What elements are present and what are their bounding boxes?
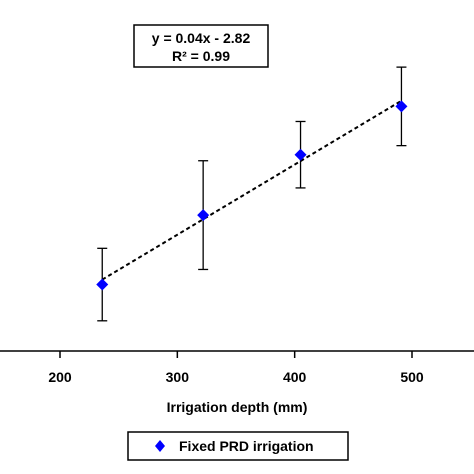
equation-box-frame xyxy=(133,24,269,68)
data-point xyxy=(395,100,408,113)
x-axis-title: Irrigation depth (mm) xyxy=(167,399,308,415)
x-tick-label: 400 xyxy=(283,369,307,385)
marks xyxy=(96,66,408,322)
trendline xyxy=(101,99,402,281)
data-point xyxy=(96,278,109,291)
x-tick-label: 500 xyxy=(400,369,424,385)
x-tick-label: 300 xyxy=(166,369,190,385)
legend-label: Fixed PRD irrigation xyxy=(179,438,314,454)
legend: Fixed PRD irrigation xyxy=(127,431,349,461)
trendline-equation: y = 0.04x - 2.82 xyxy=(152,30,251,46)
equation-box: y = 0.04x - 2.82 R² = 0.99 xyxy=(133,24,269,68)
axes: 200 300 400 500 xyxy=(0,350,474,385)
data-point xyxy=(197,209,210,222)
trendline-r2: R² = 0.99 xyxy=(172,48,230,64)
data-point xyxy=(294,148,307,161)
legend-marker-diamond-icon xyxy=(155,440,165,452)
x-tick-label: 200 xyxy=(48,369,72,385)
